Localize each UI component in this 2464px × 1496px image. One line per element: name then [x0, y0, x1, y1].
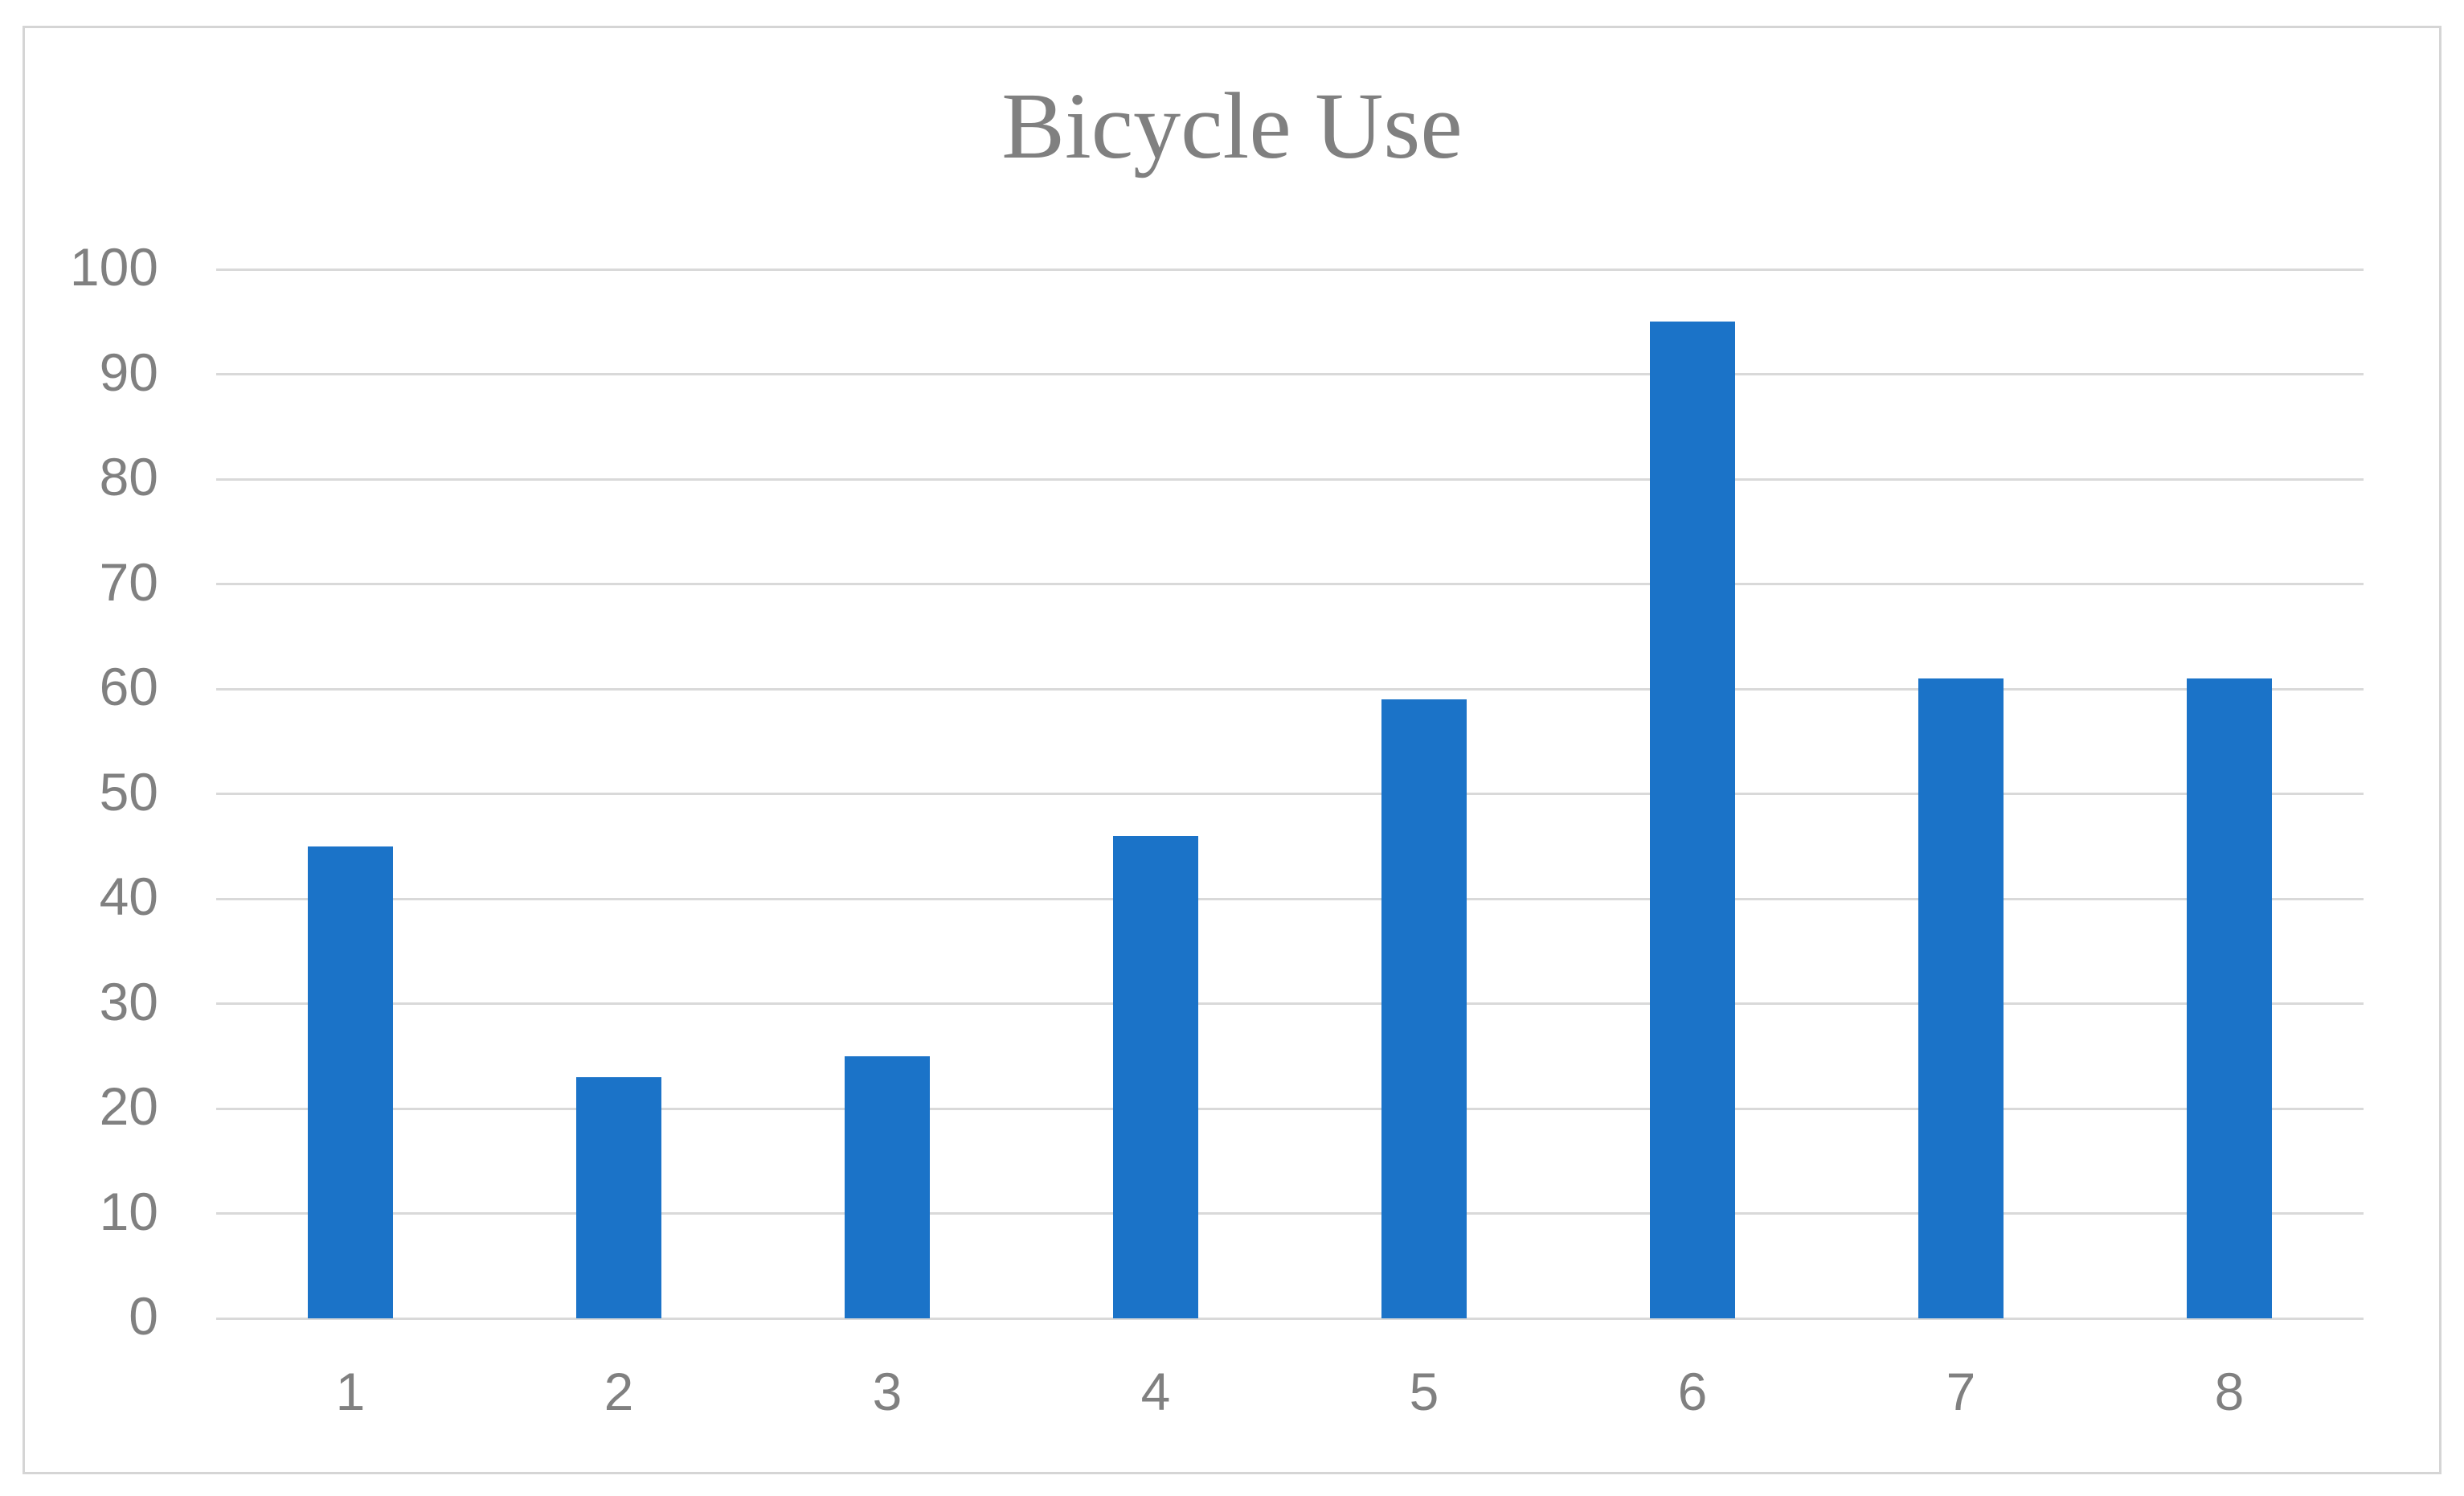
- chart-title: Bicycle Use: [1001, 73, 1463, 178]
- bar-category-8: [2187, 678, 2272, 1318]
- y-tick-label: 50: [99, 761, 158, 822]
- x-axis-line: [216, 1317, 2364, 1320]
- x-tick-label: 1: [335, 1362, 366, 1421]
- x-tick-label: 7: [1946, 1362, 1976, 1421]
- x-tick-label: 4: [1140, 1362, 1171, 1421]
- gridline: [216, 687, 2364, 691]
- gridline: [216, 897, 2364, 900]
- chart-border: [23, 26, 2441, 1474]
- bar-category-6: [1650, 322, 1735, 1318]
- gridline: [216, 373, 2364, 375]
- bar-category-5: [1381, 699, 1467, 1318]
- y-tick-label: 100: [69, 237, 158, 297]
- bar-category-4: [1113, 835, 1198, 1318]
- y-tick-label: 30: [99, 971, 158, 1031]
- bar-category-1: [308, 846, 393, 1318]
- y-tick-label: 10: [99, 1181, 158, 1241]
- bar-category-3: [845, 1055, 930, 1318]
- x-tick-label: 5: [1409, 1362, 1439, 1421]
- gridline: [216, 793, 2364, 795]
- y-tick-label: 0: [129, 1286, 158, 1346]
- gridline: [216, 1212, 2364, 1215]
- gridline: [216, 1107, 2364, 1110]
- x-tick-label: 3: [872, 1362, 903, 1421]
- x-tick-label: 2: [604, 1362, 634, 1421]
- gridline: [216, 477, 2364, 481]
- plot-area: [216, 268, 2364, 1320]
- gridline: [216, 268, 2364, 271]
- y-tick-label: 90: [99, 342, 158, 402]
- x-tick-label: 8: [2214, 1362, 2245, 1421]
- x-tick-label: 6: [1677, 1362, 1708, 1421]
- y-tick-label: 60: [99, 657, 158, 716]
- gridline: [216, 1002, 2364, 1005]
- bar-category-7: [1918, 678, 2004, 1318]
- y-tick-label: 40: [99, 867, 158, 926]
- bar-category-2: [576, 1076, 661, 1318]
- y-tick-label: 20: [99, 1076, 158, 1136]
- y-tick-label: 80: [99, 447, 158, 506]
- gridline: [216, 583, 2364, 585]
- y-tick-label: 70: [99, 551, 158, 612]
